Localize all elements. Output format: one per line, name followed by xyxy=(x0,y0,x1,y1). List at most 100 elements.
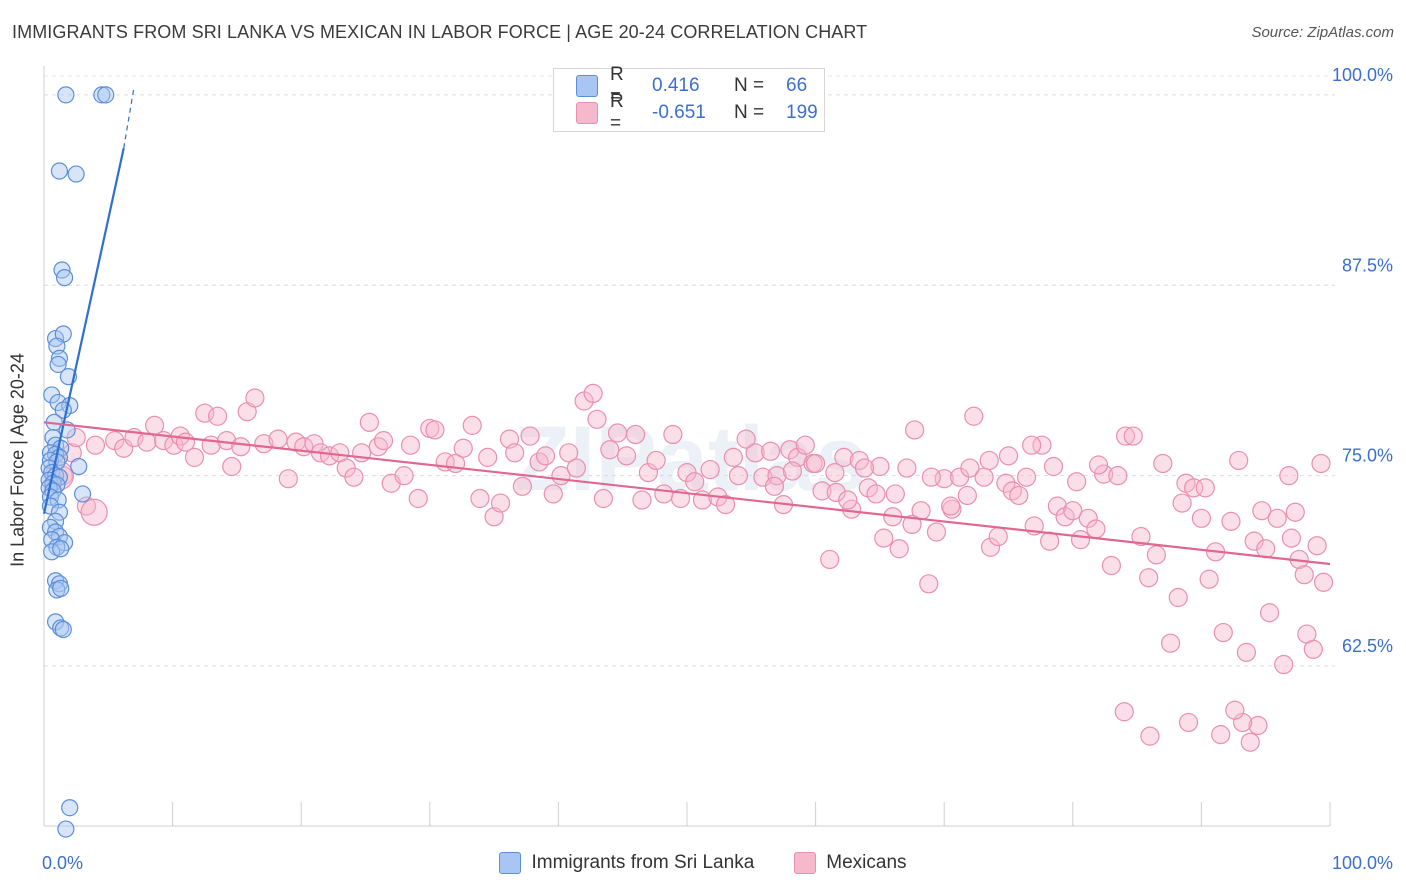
mexicans-point-188 xyxy=(870,456,890,477)
mexicans-point-159 xyxy=(1303,639,1323,659)
mexicans-point-173 xyxy=(1178,712,1199,733)
mexicans-point-22 xyxy=(245,388,265,408)
mexicans-point-53 xyxy=(505,443,525,463)
mexicans-point-117 xyxy=(988,526,1008,547)
bottom-legend-item-sri-lanka: Immigrants from Sri Lanka xyxy=(499,852,754,874)
mexicans-point-51 xyxy=(490,493,511,513)
mexicans-point-178 xyxy=(1067,472,1087,492)
y-axis-label: In Labor Force | Age 20-24 xyxy=(7,353,28,567)
mexicans-point-116 xyxy=(980,537,1001,557)
legend-box: R = 0.416 N = 66 R = -0.651 N = 199 xyxy=(553,64,825,134)
mexicans-point-187 xyxy=(885,484,905,504)
mexicans-point-47 xyxy=(462,415,482,435)
mexicans-point-106 xyxy=(905,420,925,440)
mexicans-point-8 xyxy=(137,432,157,452)
mexicans-point-132 xyxy=(1101,555,1121,576)
mexicans-point-151 xyxy=(1244,531,1264,551)
mexicans-point-180 xyxy=(1022,435,1042,455)
mexicans-point-97 xyxy=(834,447,854,467)
mexicans-point-73 xyxy=(654,484,674,504)
mexicans-point-190 xyxy=(838,490,858,510)
mexicans-point-79 xyxy=(700,459,720,480)
mexicans-point-67 xyxy=(607,423,628,443)
mexicans-point-167 xyxy=(1248,715,1268,736)
mexicans-point-141 xyxy=(1168,587,1188,608)
sri-lanka-trend-line xyxy=(42,147,125,514)
mexicans-point-14 xyxy=(184,447,205,467)
mexicans-point-102 xyxy=(874,528,894,548)
mexicans-point-160 xyxy=(1311,453,1331,474)
sri-lanka-point-37 xyxy=(73,485,92,503)
mexicans-point-121 xyxy=(1016,467,1037,487)
mexicans-point-155 xyxy=(1274,654,1294,675)
axes-layer xyxy=(43,66,1331,827)
y-tick-label-2: 87.5% xyxy=(1342,255,1393,275)
sri-lanka-point-54 xyxy=(52,579,70,597)
mexicans-point-70 xyxy=(632,490,652,510)
mexicans-point-100 xyxy=(858,478,878,498)
mexicans-point-25 xyxy=(278,469,298,489)
chart-title: IMMIGRANTS FROM SRI LANKA VS MEXICAN IN … xyxy=(12,22,868,42)
mexicans-point-133 xyxy=(1108,466,1128,486)
mexicans-point-168 xyxy=(1240,732,1260,752)
mexicans-point-162 xyxy=(1313,572,1334,592)
x-tick-labels: 0.0% 100.0% xyxy=(42,853,1393,873)
mexicans-point-55 xyxy=(520,426,540,446)
mexicans-point-101 xyxy=(866,484,886,504)
bottom-legend-swatch-sri-lanka xyxy=(499,852,522,874)
mexicans-point-181 xyxy=(998,446,1019,466)
mexicans-point-154 xyxy=(1267,508,1287,528)
legend-r-value: 0.416 xyxy=(652,75,700,96)
mexicans-point-57 xyxy=(535,446,556,466)
mexicans-point-84 xyxy=(736,429,756,449)
mexicans-point-24 xyxy=(268,429,288,449)
sri-lanka-point-6 xyxy=(55,269,74,287)
legend-n-label: N = xyxy=(734,102,765,123)
x-tick-label-0: 0.0% xyxy=(42,853,83,873)
mexicans-point-108 xyxy=(919,574,939,594)
mexicans-point-17 xyxy=(208,406,228,426)
mexicans-point-194 xyxy=(764,476,785,496)
mexicans-point-134 xyxy=(1115,426,1136,446)
mexicans-point-74 xyxy=(663,424,683,445)
mexicans-point-177 xyxy=(1088,455,1109,475)
mexicans-point-130 xyxy=(1086,519,1106,539)
mexicans-point-138 xyxy=(1146,545,1166,565)
sri-lanka-point-43 xyxy=(41,518,60,537)
mexicans-point-69 xyxy=(625,424,646,445)
mexicans-point-186 xyxy=(902,514,922,535)
mexicans-point-140 xyxy=(1160,633,1181,653)
mexicans-point-58 xyxy=(543,484,563,504)
mexicans-point-41 xyxy=(408,488,428,509)
y-tick-label-1: 75.0% xyxy=(1342,446,1393,466)
sri-lanka-point-59 xyxy=(57,820,75,838)
mexicans-point-81 xyxy=(715,494,736,515)
mexicans-point-37 xyxy=(373,431,394,451)
mexicans-point-170 xyxy=(1225,700,1245,720)
sri-lanka-point-0 xyxy=(57,86,75,104)
mexicans-point-153 xyxy=(1259,603,1280,623)
mexicans-point-118 xyxy=(996,473,1016,493)
mexicans-point-61 xyxy=(566,458,587,478)
legend-swatch-sri-lanka xyxy=(576,75,598,97)
mexicans-point-104 xyxy=(889,539,909,559)
mexicans-point-171 xyxy=(1211,725,1231,745)
mexicans-point-83 xyxy=(728,466,749,486)
mexicans-point-135 xyxy=(1123,426,1143,446)
mexicans-trend-line xyxy=(43,421,1331,566)
mexicans-point-192 xyxy=(805,453,826,474)
mexicans-point-33 xyxy=(344,467,364,487)
trend-lines xyxy=(42,87,1331,566)
mexicans-point-143 xyxy=(1184,478,1204,498)
bottom-legend-swatch-mexicans xyxy=(794,852,817,874)
sri-lanka-points xyxy=(40,86,115,838)
mexicans-point-145 xyxy=(1199,569,1219,589)
mexicans-point-164 xyxy=(1285,502,1305,522)
mexicans-point-40 xyxy=(400,435,421,455)
mexicans-point-36 xyxy=(368,437,388,457)
mexicans-point-183 xyxy=(960,458,980,478)
mexicans-point-96 xyxy=(826,482,846,503)
mexicans-point-139 xyxy=(1153,453,1173,474)
mexicans-point-72 xyxy=(646,450,666,471)
